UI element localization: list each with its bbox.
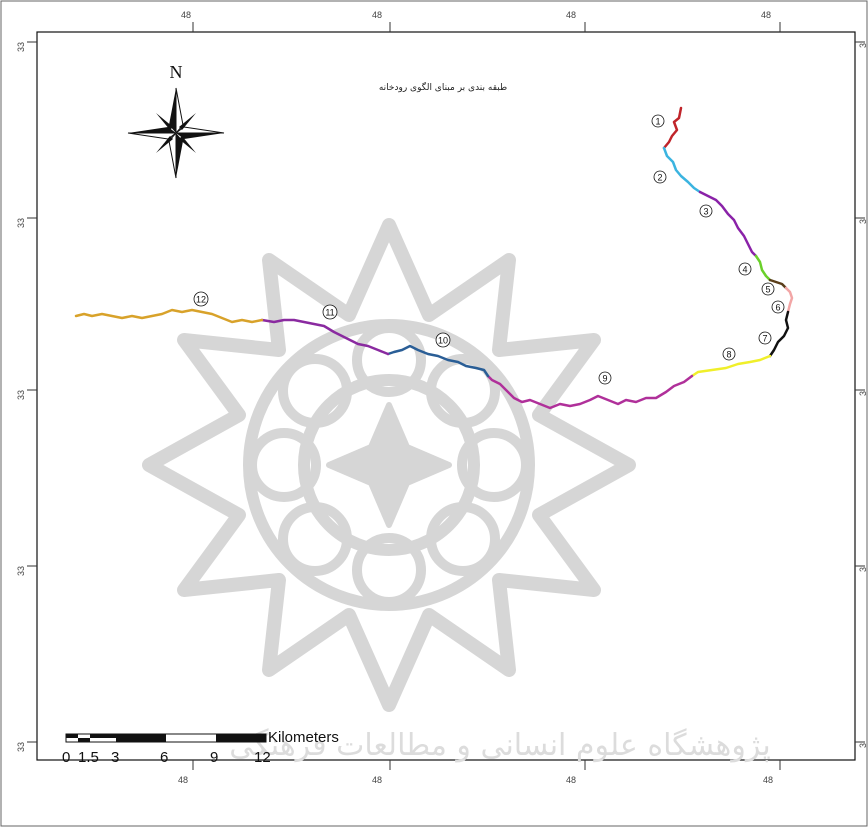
river-segment-12[interactable] — [74, 308, 264, 324]
bottom-tick-label-3: 48 — [566, 775, 576, 785]
right-tick-label-1: 3 — [858, 43, 868, 48]
river-segment-1[interactable] — [662, 106, 683, 150]
svg-text:2: 2 — [657, 173, 662, 183]
segment-label-6: 6 — [771, 300, 785, 314]
top-tick-label-3: 48 — [566, 10, 576, 20]
svg-text:1: 1 — [655, 117, 660, 127]
segment-label-2: 2 — [653, 170, 667, 184]
svg-text:12: 12 — [196, 295, 206, 305]
river-segment-2[interactable] — [662, 146, 702, 194]
svg-text:8: 8 — [726, 350, 731, 360]
right-tick-label-5: 3 — [858, 743, 868, 748]
right-tick-label-4: 3 — [858, 567, 868, 572]
segment-label-5: 5 — [761, 282, 775, 296]
svg-text:5: 5 — [765, 285, 770, 295]
segment-label-8: 8 — [722, 347, 736, 361]
scale-unit-label: Kilometers — [268, 729, 339, 746]
segment-labels: 1 2 3 4 5 6 7 8 9 10 11 12 — [193, 114, 785, 385]
scale-label-3: 3 — [111, 749, 119, 766]
segment-label-12: 12 — [193, 291, 209, 307]
top-tick-label-1: 48 — [181, 10, 191, 20]
right-tick-label-2: 3 — [858, 219, 868, 224]
svg-text:11: 11 — [325, 308, 334, 318]
right-latitude-ticks: 3 3 3 3 3 — [855, 41, 868, 748]
river-segment-11[interactable] — [260, 318, 390, 356]
bottom-tick-label-2: 48 — [372, 775, 382, 785]
right-tick-label-3: 3 — [858, 391, 868, 396]
bottom-longitude-ticks: 48 48 48 48 — [178, 760, 781, 785]
river-segment-6[interactable] — [784, 286, 794, 314]
top-tick-label-4: 48 — [761, 10, 771, 20]
top-longitude-ticks: 48 48 48 48 — [181, 10, 781, 32]
bottom-tick-label-4: 48 — [763, 775, 773, 785]
left-tick-label-4: 33 — [16, 566, 26, 576]
river-segment-3[interactable] — [698, 190, 758, 258]
segment-label-4: 4 — [738, 262, 752, 276]
segment-label-7: 7 — [758, 331, 772, 345]
river-segment-10[interactable] — [386, 344, 490, 378]
map-title: طبقه بندی بر مبنای الگوی رودخانه — [379, 81, 507, 93]
river-segment-9[interactable] — [486, 374, 694, 410]
river-segment-5[interactable] — [768, 278, 788, 290]
svg-text:3: 3 — [703, 207, 708, 217]
segment-label-10: 10 — [435, 332, 451, 348]
scale-label-9: 9 — [210, 749, 218, 766]
scale-label-6: 6 — [160, 749, 168, 766]
svg-text:9: 9 — [602, 374, 607, 384]
river-course — [74, 106, 794, 410]
scale-label-12: 12 — [254, 749, 271, 766]
river-segment-7[interactable] — [768, 310, 790, 358]
svg-text:4: 4 — [742, 265, 747, 275]
scale-bar: Kilometers 0 1.5 3 6 9 12 — [62, 729, 339, 766]
scale-label-1-5: 1.5 — [78, 749, 99, 766]
river-segment-4[interactable] — [754, 254, 772, 282]
left-latitude-ticks: 33 33 33 33 33 — [16, 41, 37, 752]
north-arrow-icon — [127, 87, 225, 179]
left-tick-label-5: 33 — [16, 742, 26, 752]
left-tick-label-3: 33 — [16, 390, 26, 400]
left-tick-label-1: 33 — [16, 42, 26, 52]
segment-label-11: 11 — [322, 304, 338, 320]
bottom-tick-label-1: 48 — [178, 775, 188, 785]
segment-label-3: 3 — [699, 204, 713, 218]
segment-label-1: 1 — [651, 114, 665, 128]
river-segment-8[interactable] — [690, 354, 772, 378]
watermark-text: پژوهشگاه علوم انسانی و مطالعات فرهنگی — [229, 728, 771, 763]
north-label: N — [170, 62, 183, 82]
left-tick-label-2: 33 — [16, 218, 26, 228]
svg-text:6: 6 — [775, 303, 780, 313]
segment-label-9: 9 — [598, 371, 612, 385]
scale-label-0: 0 — [62, 749, 70, 766]
svg-text:7: 7 — [762, 334, 767, 344]
watermark-emblem — [142, 218, 636, 712]
top-tick-label-2: 48 — [372, 10, 382, 20]
svg-text:10: 10 — [438, 336, 448, 346]
